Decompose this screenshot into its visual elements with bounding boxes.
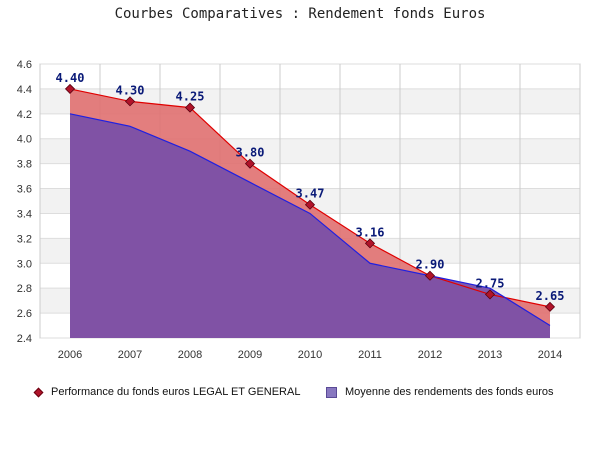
chart-title: Courbes Comparatives : Rendement fonds E…: [114, 6, 486, 22]
y-tick-label: 4.2: [17, 109, 32, 121]
legend-item-moyenne: Moyenne des rendements des fonds euros: [326, 386, 554, 398]
y-axis-ticks: 2.4 2.6 2.8 3.0 3.2 3.4 3.6 3.8 4.0 4.2 4.4 4.6: [17, 59, 32, 345]
x-tick-label: 2014: [538, 349, 562, 361]
data-label: 3.80: [236, 146, 265, 160]
chart-plot: 4.40 4.30 4.25 3.80 3.47 3.16 2.90 2.75 2.65 2.4…: [17, 59, 581, 361]
x-tick-label: 2008: [178, 349, 202, 361]
x-tick-label: 2012: [418, 349, 442, 361]
x-tick-label: 2009: [238, 349, 262, 361]
data-point-marker: [424, 270, 436, 281]
series-area-1: [70, 113, 550, 339]
data-point-marker: [484, 289, 496, 300]
y-tick-label: 3.8: [17, 159, 32, 171]
legend-label-moyenne: Moyenne des rendements des fonds euros: [345, 386, 554, 398]
y-tick-label: 3.4: [17, 208, 32, 220]
data-label: 3.47: [296, 187, 325, 201]
diamond-marker-icon: [33, 387, 44, 397]
x-tick-label: 2013: [478, 349, 502, 361]
data-label: 2.90: [416, 258, 445, 272]
data-point-marker: [544, 301, 556, 312]
data-point-marker: [304, 199, 316, 210]
x-tick-label: 2007: [118, 349, 142, 361]
y-tick-label: 2.4: [17, 333, 32, 345]
data-point-marker: [244, 158, 256, 169]
square-swatch-icon: [326, 386, 337, 398]
data-label: 2.65: [536, 289, 565, 303]
legend-label-performance: Performance du fonds euros LEGAL ET GENE…: [51, 386, 301, 398]
data-label: 4.25: [176, 90, 205, 104]
data-point-marker: [184, 102, 196, 113]
x-tick-label: 2006: [58, 349, 82, 361]
data-labels: 4.40 4.30 4.25 3.80 3.47 3.16 2.90 2.75 2.65: [56, 71, 565, 303]
y-tick-label: 3.0: [17, 258, 32, 270]
series-line-1: [69, 113, 551, 327]
series-markers: [64, 83, 556, 312]
data-point-marker: [364, 238, 376, 249]
data-label: 3.16: [356, 225, 385, 239]
y-tick-label: 3.2: [17, 233, 32, 245]
y-tick-label: 3.6: [17, 184, 32, 196]
y-tick-label: 2.6: [17, 308, 32, 320]
legend-item-performance: Performance du fonds euros LEGAL ET GENE…: [33, 386, 301, 398]
x-axis-ticks: 2006 2007 2008 2009 2010 2011 2012 2013 2014: [58, 349, 562, 361]
x-tick-label: 2010: [298, 349, 322, 361]
y-tick-label: 4.6: [17, 59, 32, 71]
y-tick-label: 2.8: [17, 283, 32, 295]
data-point-marker: [64, 83, 76, 94]
data-label: 4.40: [56, 71, 85, 85]
y-tick-label: 4.4: [17, 84, 32, 96]
data-label: 2.75: [476, 276, 505, 290]
x-tick-label: 2011: [358, 349, 382, 361]
data-point-marker: [124, 96, 136, 107]
data-label: 4.30: [116, 83, 145, 97]
y-tick-label: 4.0: [17, 134, 32, 146]
